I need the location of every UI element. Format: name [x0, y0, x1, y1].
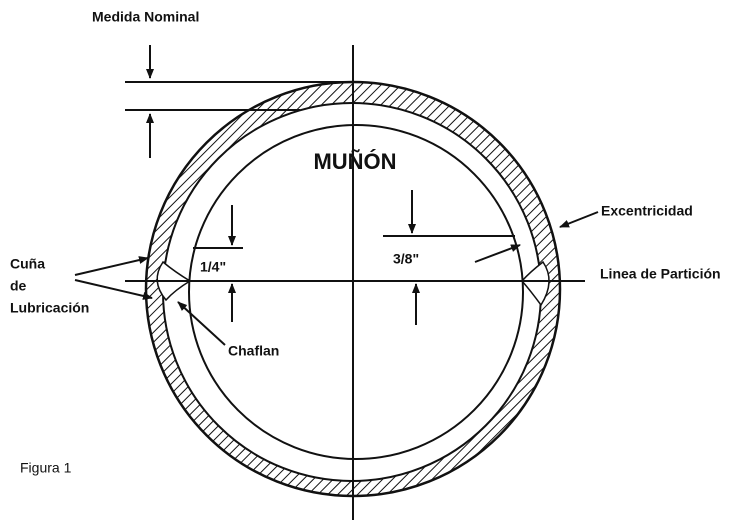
label: Excentricidad: [601, 203, 693, 219]
label: MUÑÓN: [313, 149, 396, 174]
label: de: [10, 278, 27, 294]
label: 1/4": [200, 259, 226, 275]
caption: Figura 1: [20, 460, 72, 476]
label: Cuña: [10, 256, 45, 272]
label: Lubricación: [10, 300, 89, 316]
lines: [74, 45, 599, 520]
journal: [188, 124, 524, 460]
label: Chaflan: [228, 343, 279, 359]
label: Linea de Partición: [600, 266, 721, 282]
label: Medida Nominal: [92, 9, 199, 25]
label: 3/8": [393, 251, 419, 267]
